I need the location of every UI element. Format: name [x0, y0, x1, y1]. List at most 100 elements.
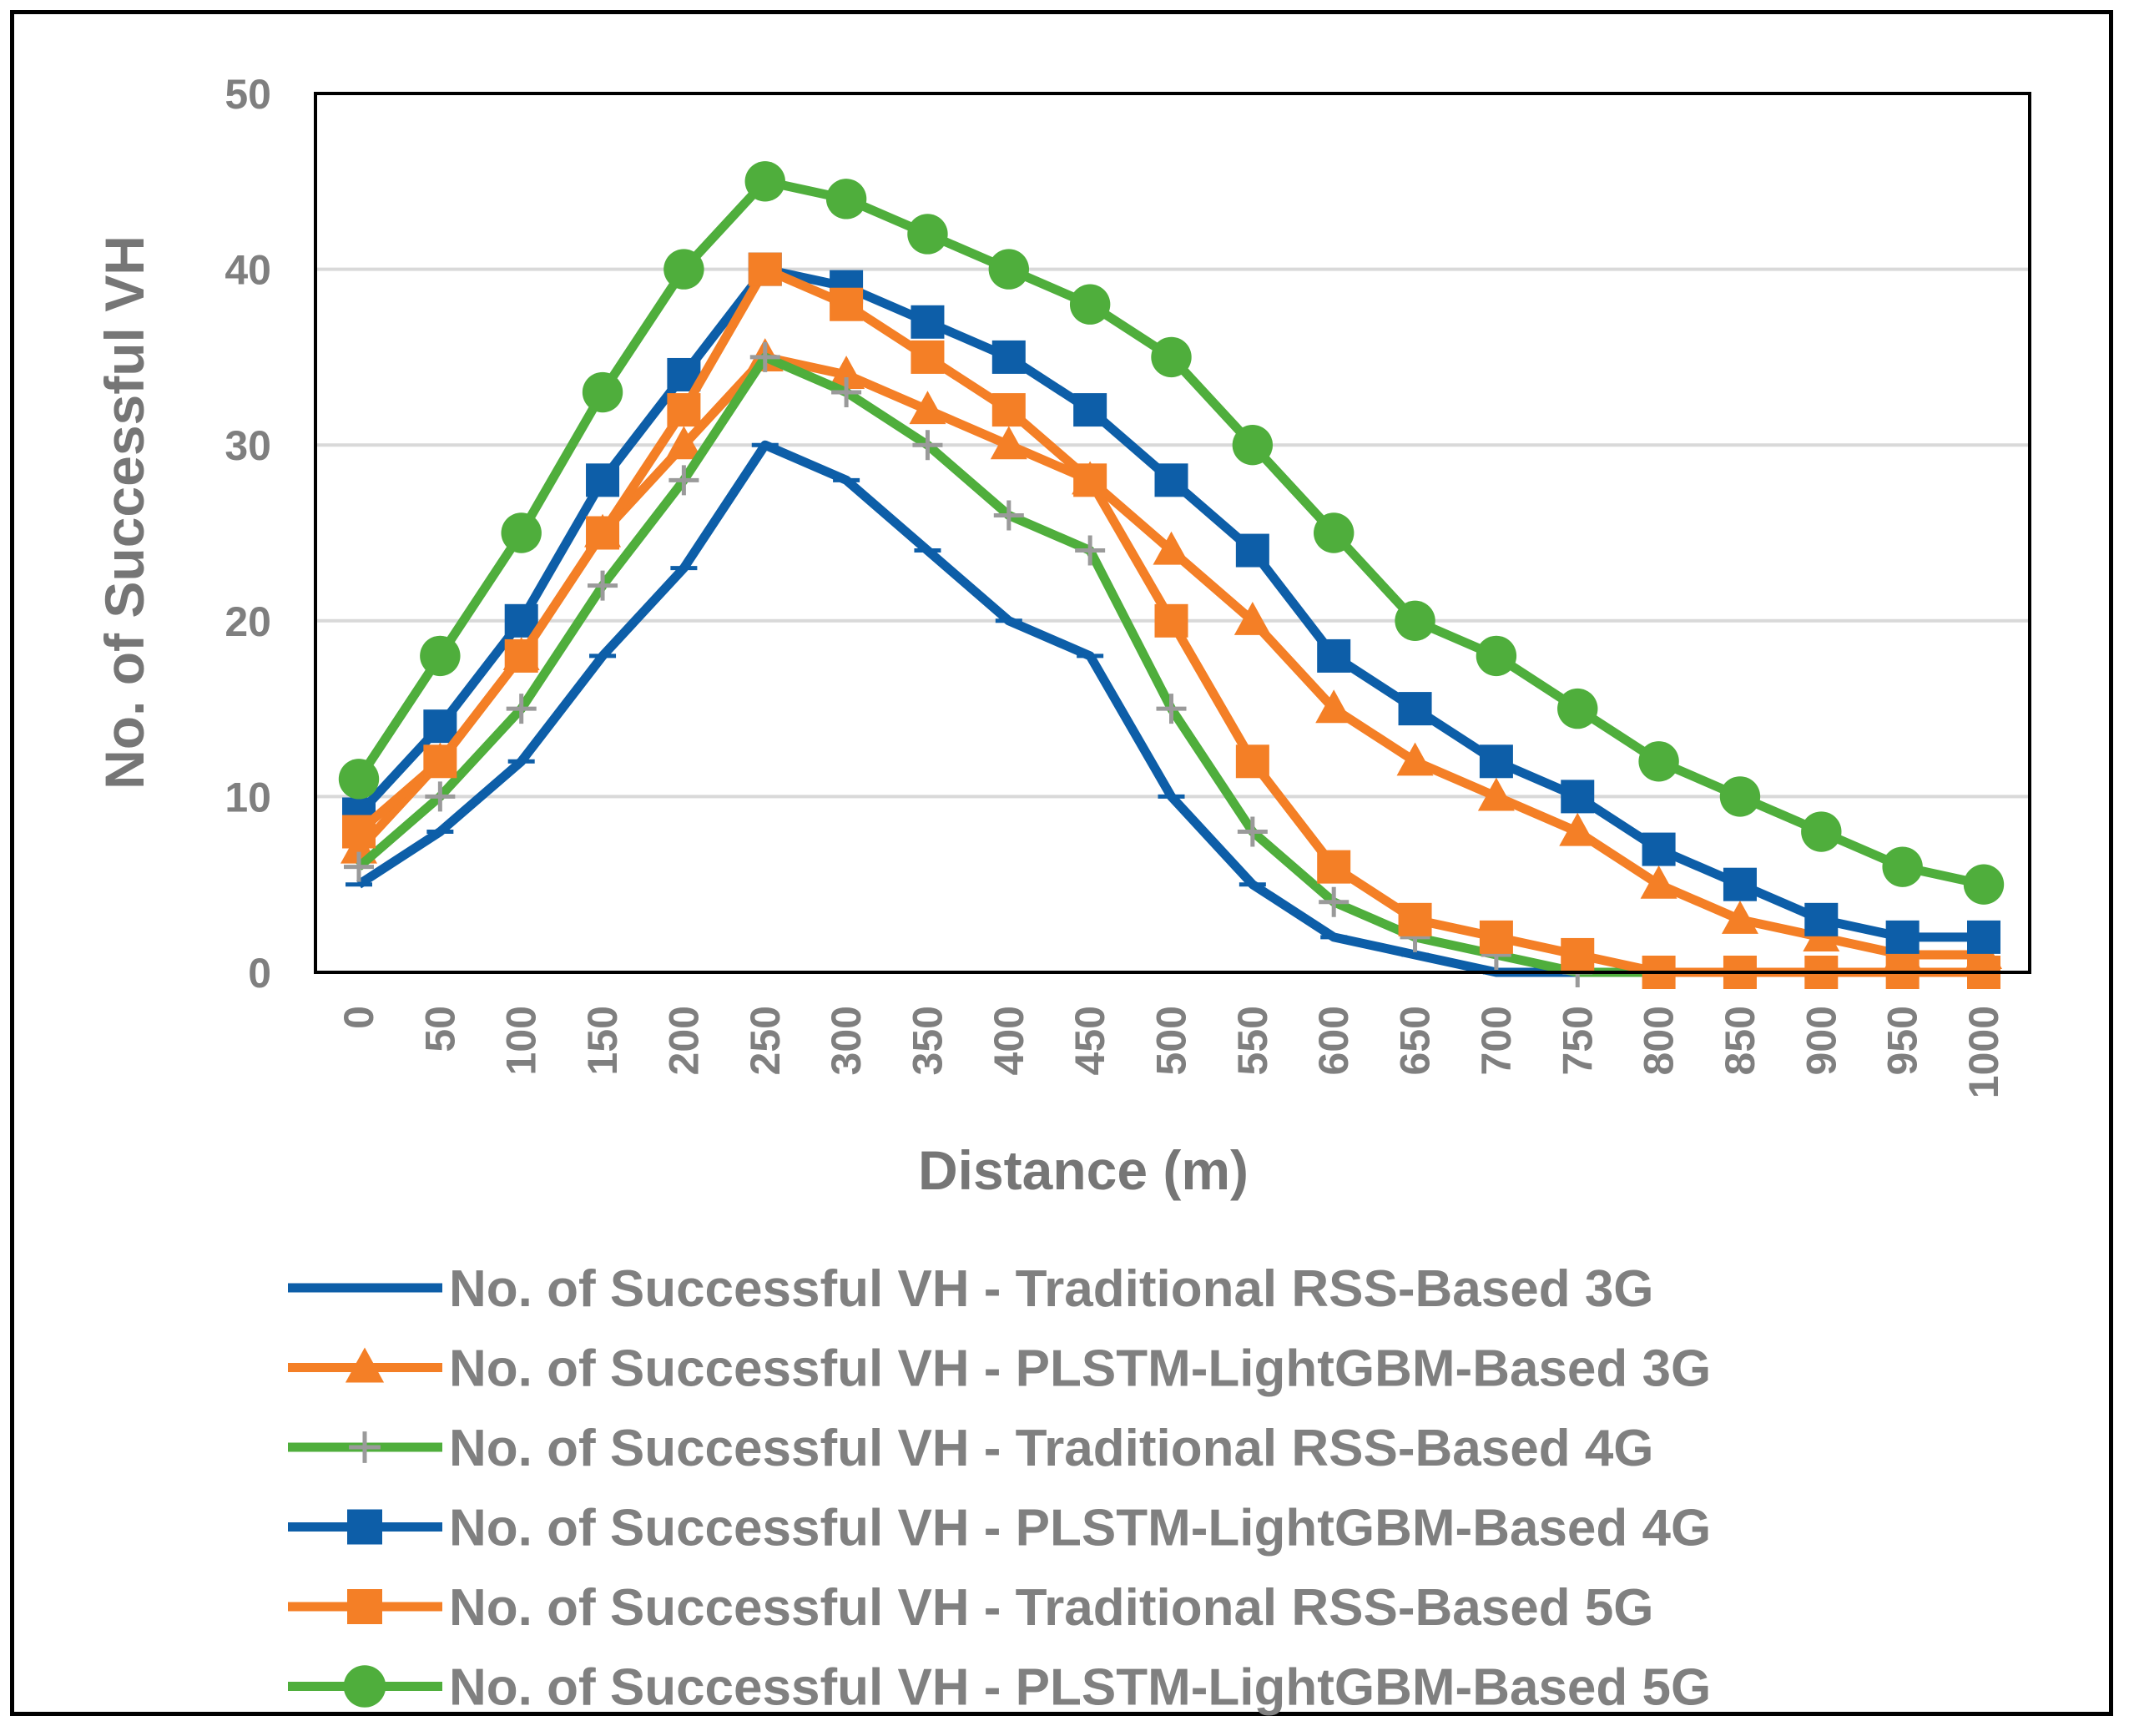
- x-tick-label: 450: [1067, 1006, 1113, 1075]
- data-point: [1477, 777, 1515, 811]
- data-point: [1396, 742, 1434, 776]
- data-point: [667, 393, 701, 427]
- x-tick-label: 1000: [1960, 1006, 2007, 1098]
- data-point: [830, 287, 864, 321]
- legend: No. of Successful VH - Traditional RSS-B…: [288, 1260, 1711, 1717]
- x-tick-label: 150: [579, 1006, 626, 1075]
- x-tick-label: 50: [416, 1006, 463, 1052]
- x-tick-label: 850: [1717, 1006, 1763, 1075]
- data-point: [668, 465, 699, 496]
- data-point: [425, 781, 456, 812]
- data-point: [344, 851, 374, 882]
- legend-item: No. of Successful VH - PLSTM-LightGBM-Ba…: [288, 1659, 1711, 1717]
- data-point: [342, 815, 376, 849]
- x-axis-ticks: 0 50 100 150 200 250 300 350 400 450 500 550 600 650 7…: [335, 1006, 2007, 1098]
- legend-marker: [349, 1431, 381, 1463]
- series-6: [338, 161, 2005, 905]
- legend-label: No. of Successful VH - Traditional RSS-B…: [449, 1579, 1654, 1637]
- x-tick-label: 800: [1636, 1006, 1682, 1075]
- data-point: [990, 426, 1027, 460]
- legend-label: No. of Successful VH - Traditional RSS-B…: [449, 1420, 1654, 1477]
- data-point: [1233, 602, 1271, 635]
- data-point: [1559, 812, 1597, 846]
- legend-label: No. of Successful VH - PLSTM-LightGBM-Ba…: [449, 1340, 1711, 1398]
- y-axis-ticks: 0 10 20 30 40 50: [224, 71, 271, 997]
- data-point: [828, 356, 865, 390]
- y-tick-label: 30: [224, 422, 271, 469]
- y-tick-label: 40: [224, 247, 271, 294]
- data-point: [506, 694, 537, 724]
- data-point: [993, 500, 1024, 531]
- data-point: [1317, 850, 1351, 884]
- data-point: [912, 430, 943, 461]
- data-point: [663, 249, 704, 290]
- data-point: [586, 516, 620, 550]
- data-point: [1317, 638, 1351, 673]
- data-point: [1073, 463, 1107, 497]
- data-point: [1721, 901, 1758, 934]
- data-point: [1156, 694, 1187, 724]
- data-point: [420, 635, 461, 677]
- data-point: [1154, 463, 1188, 497]
- data-point: [1315, 689, 1353, 724]
- data-point: [991, 393, 1026, 427]
- x-tick-label: 0: [335, 1006, 382, 1029]
- legend-marker: [345, 1347, 385, 1383]
- data-point: [1476, 635, 1517, 677]
- series-4: [342, 252, 2000, 954]
- data-point: [586, 463, 620, 497]
- data-point: [744, 161, 785, 202]
- data-point: [991, 340, 1026, 374]
- x-tick-label: 100: [498, 1006, 545, 1075]
- legend-marker: [347, 1589, 382, 1624]
- data-point: [1723, 867, 1757, 901]
- data-point: [1882, 846, 1923, 887]
- x-tick-label: 900: [1798, 1006, 1844, 1075]
- data-point: [749, 341, 780, 372]
- data-point: [338, 759, 380, 800]
- x-tick-label: 750: [1554, 1006, 1601, 1075]
- data-point: [1561, 937, 1595, 971]
- data-point: [1719, 776, 1761, 817]
- data-point: [501, 512, 542, 553]
- data-point: [504, 638, 538, 673]
- data-point: [911, 305, 945, 339]
- data-point: [1235, 533, 1269, 568]
- legend-item: No. of Successful VH - Traditional RSS-B…: [288, 1420, 1654, 1477]
- data-point: [911, 340, 945, 374]
- data-point: [665, 426, 703, 460]
- data-point: [1237, 816, 1268, 847]
- data-point: [831, 377, 862, 408]
- x-tick-label: 700: [1473, 1006, 1520, 1075]
- data-point: [1153, 531, 1190, 565]
- data-point: [423, 709, 457, 744]
- data-point: [1398, 692, 1432, 726]
- data-point: [423, 744, 457, 779]
- y-tick-label: 20: [224, 598, 271, 645]
- data-point: [1642, 832, 1676, 866]
- x-tick-label: 300: [823, 1006, 870, 1075]
- data-point: [1073, 393, 1107, 427]
- y-tick-label: 10: [224, 774, 271, 820]
- data-point: [1557, 688, 1598, 729]
- data-point: [1640, 865, 1677, 899]
- series-group: [338, 161, 2005, 989]
- data-point: [909, 391, 946, 425]
- legend-item: No. of Successful VH - Traditional RSS-B…: [288, 1260, 1654, 1318]
- legend-item: No. of Successful VH - PLSTM-LightGBM-Ba…: [288, 1340, 1711, 1398]
- legend-item: No. of Successful VH - PLSTM-LightGBM-Ba…: [288, 1500, 1711, 1557]
- data-point: [1479, 744, 1513, 779]
- data-point: [1319, 886, 1350, 917]
- x-tick-label: 550: [1229, 1006, 1276, 1075]
- legend-label: No. of Successful VH - PLSTM-LightGBM-Ba…: [449, 1500, 1711, 1557]
- data-point: [988, 249, 1030, 290]
- plot-border: [314, 92, 2031, 974]
- data-point: [1154, 603, 1188, 638]
- legend-label: No. of Successful VH - PLSTM-LightGBM-Ba…: [449, 1659, 1711, 1717]
- data-point: [1885, 920, 1920, 954]
- data-point: [1235, 744, 1269, 779]
- y-axis-title: No. of Successful VH: [93, 235, 155, 790]
- legend-label: No. of Successful VH - Traditional RSS-B…: [449, 1260, 1654, 1318]
- data-point: [1398, 902, 1432, 936]
